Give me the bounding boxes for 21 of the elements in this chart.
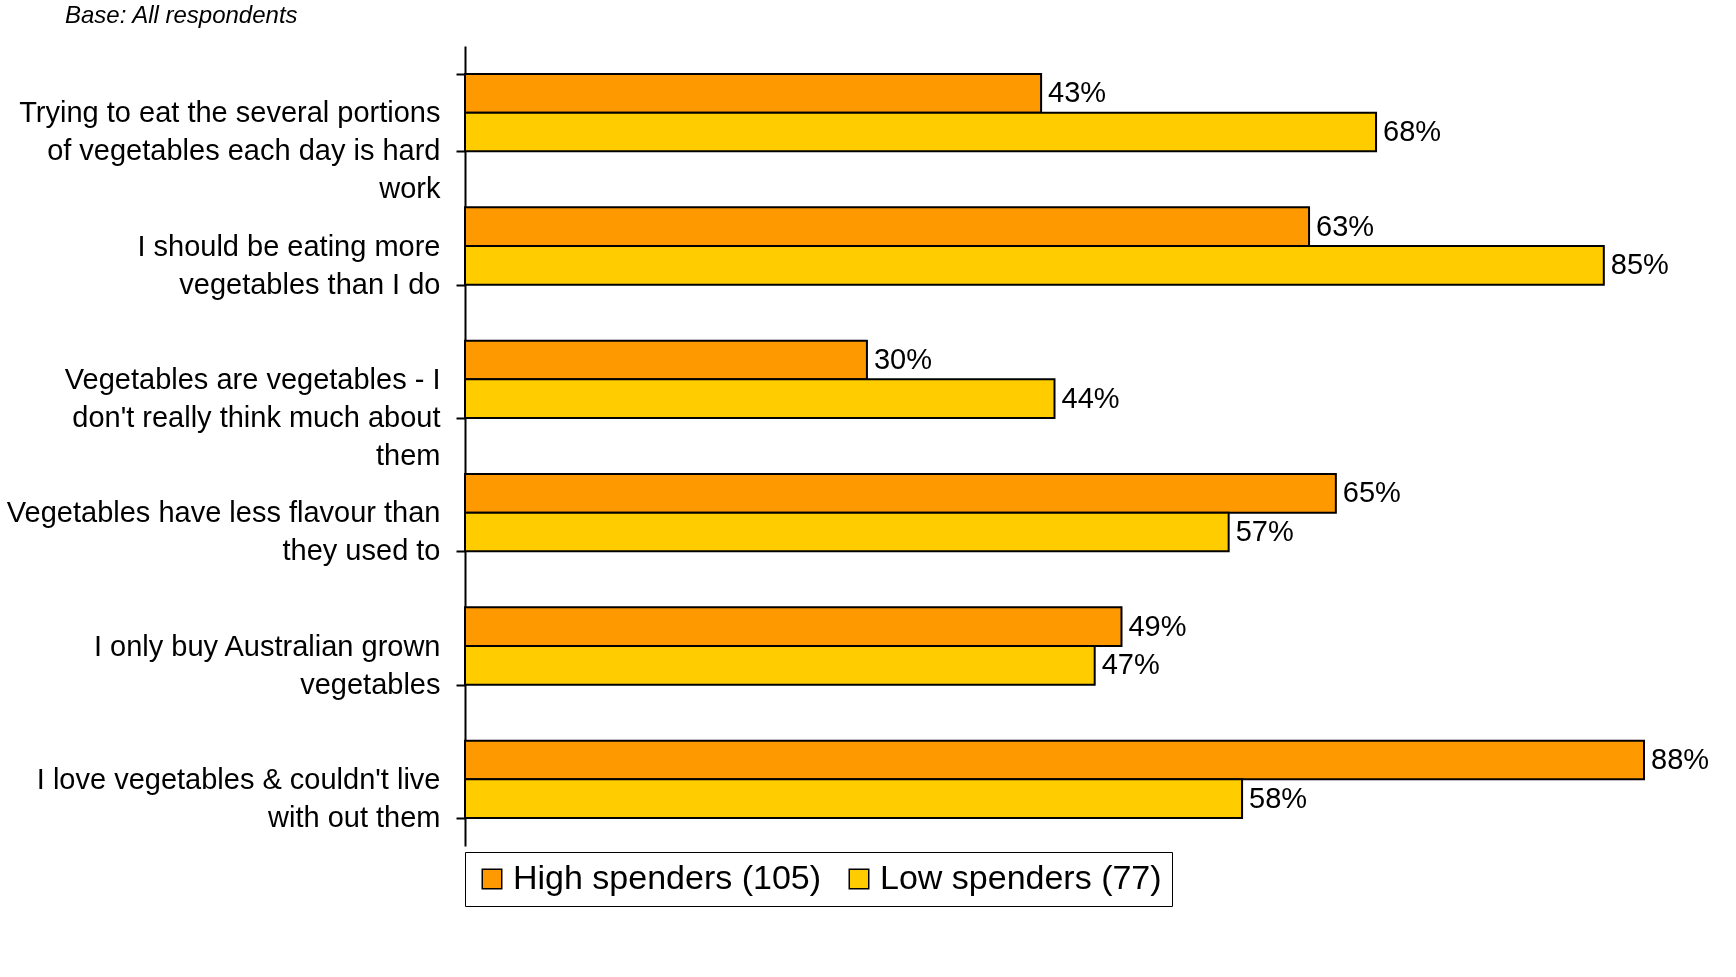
data-label: 58%	[1249, 781, 1308, 814]
y-tick-label: Vegetables are vegetables - I don't really think much about them	[64, 362, 441, 471]
y-tick-label: I should be eating more vegetables than I do	[137, 229, 441, 300]
text: Base: All respondents	[65, 1, 298, 28]
y-tick-label: Trying to eat the several portions of vegetables each day is hard work	[19, 96, 441, 205]
legend-label: Low spenders (77)	[880, 858, 1162, 896]
data-label: 44%	[1061, 381, 1120, 414]
data-label: 88%	[1651, 743, 1710, 775]
y-tick-label: I love vegetables & couldn't live with out them	[36, 762, 441, 833]
data-label: 85%	[1610, 248, 1669, 281]
data-label: 57%	[1235, 515, 1294, 547]
data-label: 68%	[1383, 115, 1442, 147]
data-label: 43%	[1048, 76, 1107, 109]
legend-label: High spenders (105)	[513, 858, 822, 896]
data-label: 63%	[1316, 209, 1375, 242]
y-tick-label: I only buy Australian grown vegetables	[93, 629, 441, 700]
data-label: 65%	[1342, 476, 1401, 509]
data-label: 47%	[1101, 648, 1160, 681]
data-label: 30%	[873, 343, 932, 375]
data-label: 49%	[1128, 609, 1187, 642]
y-tick-label: Vegetables have less flavour than they used to	[6, 496, 441, 567]
